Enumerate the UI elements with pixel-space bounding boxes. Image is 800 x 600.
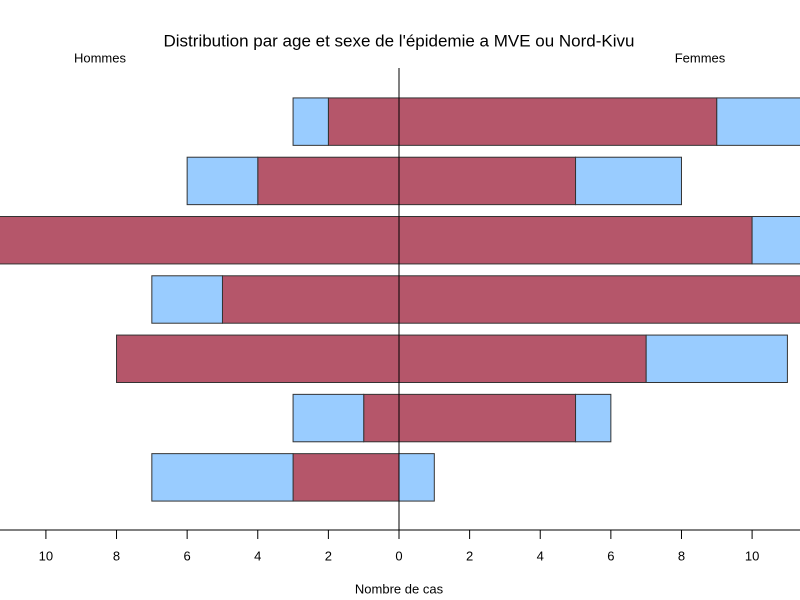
- bar-segment: [575, 156, 682, 206]
- bar-segment: [186, 156, 259, 206]
- x-tick-label: 0: [395, 548, 402, 563]
- left-label: Hommes: [74, 50, 127, 65]
- bar-segment: [363, 393, 400, 443]
- chart-title: Distribution par age et sexe de l'épidem…: [164, 31, 635, 50]
- bar-segment: [151, 275, 223, 324]
- bar-segment: [716, 97, 800, 146]
- bar-segment: [0, 216, 400, 265]
- bar-segment: [292, 453, 400, 502]
- x-tick-label: 6: [184, 548, 191, 563]
- bar-segment: [292, 97, 329, 146]
- x-tick-label: 4: [537, 548, 544, 563]
- bar-segment: [575, 393, 612, 443]
- bars: [0, 97, 800, 502]
- x-tick-label: 2: [466, 548, 473, 563]
- x-tick-label: 10: [745, 548, 759, 563]
- bar-segment: [751, 216, 800, 265]
- bar-segment: [327, 97, 400, 146]
- bar-segment: [116, 334, 400, 384]
- x-tick-label: 4: [254, 548, 261, 563]
- bar-segment: [398, 334, 647, 384]
- x-tick-label: 6: [607, 548, 614, 563]
- bar-segment: [398, 156, 577, 206]
- x-tick-label: 8: [678, 548, 685, 563]
- x-axis-label: Nombre de cas: [355, 581, 444, 596]
- x-tick-label: 8: [113, 548, 120, 563]
- x-tick-label: 10: [39, 548, 53, 563]
- right-label: Femmes: [675, 50, 726, 65]
- x-tick-label: 2: [325, 548, 332, 563]
- bar-segment: [221, 275, 400, 324]
- bar-segment: [151, 453, 294, 502]
- bar-segment: [257, 156, 400, 206]
- bar-segment: [398, 275, 800, 324]
- bar-segment: [645, 334, 788, 384]
- bar-segment: [398, 97, 718, 146]
- bar-segment: [398, 393, 577, 443]
- bar-segment: [292, 393, 365, 443]
- bar-segment: [398, 453, 435, 502]
- bar-segment: [398, 216, 753, 265]
